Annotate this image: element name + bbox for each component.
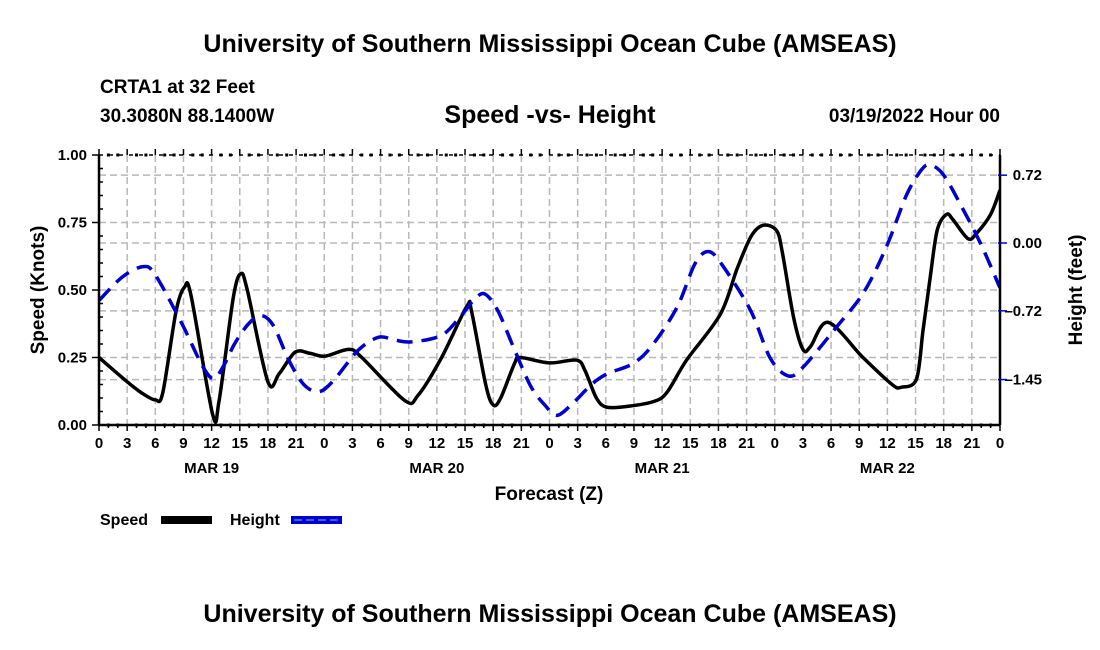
station-coordinates: 30.3080N 88.1400W [100,106,275,127]
x-tick-label: 12 [429,435,446,452]
x-tick-label: 6 [602,435,610,452]
y2-tick-label: 0.72 [1013,167,1042,184]
y-tick-label: 0.25 [58,350,87,367]
series-line-speed [99,189,1000,424]
x-tick-label: 0 [95,435,103,452]
x-tick-label: 3 [573,435,581,452]
legend-swatch-speed [161,516,212,524]
y2-tick-label: 0.00 [1013,235,1042,252]
series-layer [99,162,1000,424]
x-tick-label: 9 [405,435,413,452]
y2-axis-title: Height (feet) [1066,235,1087,346]
x-date-label: MAR 22 [860,460,915,477]
forecast-datetime: 03/19/2022 Hour 00 [828,106,1000,127]
legend-swatch-height [291,516,342,524]
chart-subtitle: Speed -vs- Height [444,101,656,129]
x-tick-label: 18 [935,435,952,452]
y2-tick-label: –1.45 [1004,372,1042,389]
x-tick-label: 18 [710,435,727,452]
y2-tick-label: –0.72 [1004,303,1042,320]
station-label: CRTA1 at 32 Feet [100,77,255,98]
x-date-label: MAR 21 [635,460,690,477]
x-tick-label: 3 [348,435,356,452]
x-tick-label: 18 [485,435,502,452]
x-tick-label: 18 [260,435,277,452]
x-tick-label: 6 [827,435,835,452]
y-tick-label: 0.75 [58,215,87,232]
y-tick-label: 0.00 [58,417,87,434]
x-tick-label: 0 [771,435,779,452]
x-tick-label: 15 [457,435,474,452]
x-tick-label: 12 [879,435,896,452]
y-tick-label: 1.00 [58,147,87,164]
x-date-label: MAR 20 [409,460,464,477]
tick-labels: 0 3 6 9 12 15 18 21 0 3 6 9 12 15 18 21 0 3 6 9 12 15 18 21 0 3 6 9… [58,147,1042,477]
x-tick-label: 9 [855,435,863,452]
legend-label-speed: Speed [100,512,148,529]
axes [92,149,1007,431]
x-tick-label: 12 [203,435,220,452]
series-line-height [99,162,1000,418]
x-tick-label: 21 [738,435,755,452]
legend: Speed Height [100,512,342,529]
x-tick-label: 9 [179,435,187,452]
x-tick-label: 21 [964,435,981,452]
x-date-label: MAR 19 [184,460,239,477]
x-tick-label: 21 [288,435,305,452]
main-title: University of Southern Mississippi Ocean… [203,30,897,58]
x-tick-label: 0 [545,435,553,452]
x-tick-label: 15 [682,435,699,452]
x-tick-label: 12 [654,435,671,452]
legend-label-height: Height [230,512,280,529]
x-tick-label: 3 [799,435,807,452]
x-tick-label: 3 [123,435,131,452]
grid [99,155,1000,425]
footer-title: University of Southern Mississippi Ocean… [203,600,897,628]
x-tick-label: 9 [630,435,638,452]
x-axis-title: Forecast (Z) [495,484,604,505]
x-tick-label: 21 [513,435,530,452]
x-tick-label: 6 [151,435,159,452]
x-tick-label: 15 [231,435,248,452]
x-tick-label: 0 [996,435,1004,452]
x-tick-label: 6 [376,435,384,452]
x-tick-label: 0 [320,435,328,452]
y-axis-title: Speed (Knots) [28,226,49,355]
y-tick-label: 0.50 [58,282,87,299]
x-tick-label: 15 [907,435,924,452]
